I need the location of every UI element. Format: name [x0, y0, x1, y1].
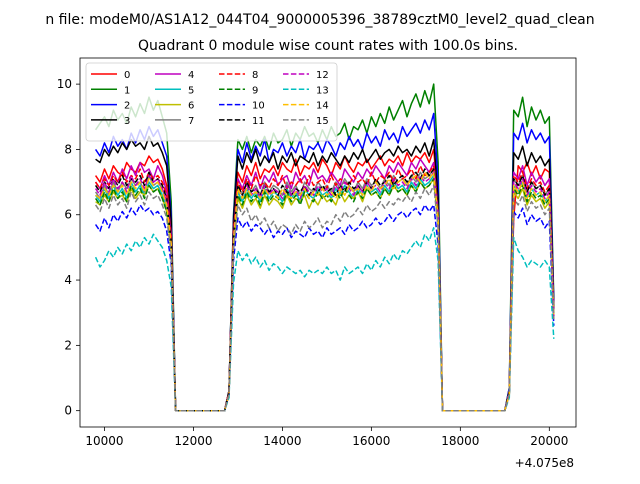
legend-label-14: 14	[316, 101, 329, 112]
x-offset-label: +4.075e8	[515, 456, 574, 470]
y-tick-label: 2	[64, 338, 72, 352]
series-layer	[94, 83, 555, 412]
x-tick-label: 12000	[174, 434, 212, 448]
legend-label-0: 0	[124, 70, 130, 81]
legend-label-15: 15	[316, 116, 329, 127]
x-tick-label: 18000	[441, 434, 479, 448]
legend-label-12: 12	[316, 70, 329, 81]
legend-label-10: 10	[252, 101, 265, 112]
figure-suptitle: n file: modeM0/AS1A12_044T04_9000005396_…	[45, 12, 594, 28]
x-tick-label: 10000	[85, 434, 123, 448]
y-tick-label: 6	[64, 208, 72, 222]
legend-label-1: 1	[124, 85, 130, 96]
legend-label-13: 13	[316, 85, 329, 96]
axis-layer: 10000 12000 14000 16000 18000 20000 0 2 4 6 8 10	[57, 77, 569, 448]
y-tick-label: 0	[64, 404, 72, 418]
legend-label-2: 2	[124, 101, 130, 112]
legend-label-3: 3	[124, 116, 130, 127]
legend-label-6: 6	[188, 101, 194, 112]
x-tick-label: 20000	[530, 434, 568, 448]
legend-label-8: 8	[252, 70, 258, 81]
legend-label-11: 11	[252, 116, 265, 127]
y-tick-label: 10	[57, 77, 72, 91]
legend-label-5: 5	[188, 85, 194, 96]
y-tick-label: 8	[64, 142, 72, 156]
legend-label-7: 7	[188, 116, 194, 127]
plot-frame	[79, 57, 577, 428]
legend-label-9: 9	[252, 85, 258, 96]
chart-title: Quadrant 0 module wise count rates with …	[138, 38, 518, 54]
x-tick-label: 14000	[263, 434, 301, 448]
y-tick-label: 4	[64, 273, 72, 287]
series-line-15	[94, 184, 555, 412]
legend-box	[85, 62, 338, 142]
legend-label-4: 4	[188, 70, 194, 81]
x-tick-label: 16000	[352, 434, 390, 448]
